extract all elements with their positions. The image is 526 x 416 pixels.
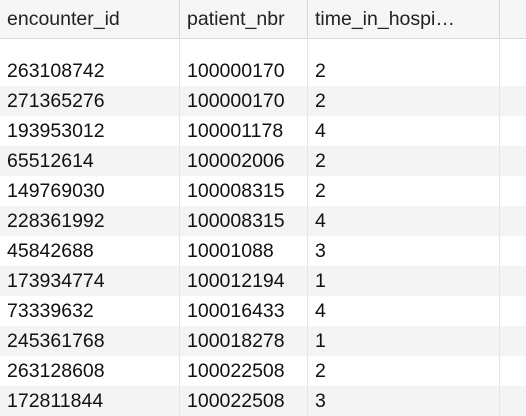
cell-time-in-hospital[interactable]: 2 [308, 56, 500, 86]
cell-empty [500, 356, 526, 386]
cell-patient-nbr[interactable]: 100018278 [180, 326, 308, 356]
cell-time-in-hospital[interactable]: 4 [308, 296, 500, 326]
cell-time-in-hospital[interactable]: 1 [308, 266, 500, 296]
cell-encounter-id[interactable]: 228361992 [0, 206, 180, 236]
cell-time-in-hospital[interactable]: 2 [308, 176, 500, 206]
column-header-time-in-hospital[interactable]: time_in_hospi… [308, 0, 500, 38]
cell-empty [500, 146, 526, 176]
cell-patient-nbr[interactable]: 10001088 [180, 236, 308, 266]
column-header-empty [500, 0, 526, 38]
column-header-row: encounter_id patient_nbr time_in_hospi… [0, 0, 526, 39]
table-row[interactable]: 271365276 100000170 2 [0, 86, 526, 116]
table-row[interactable]: 149769030 100008315 2 [0, 176, 526, 206]
cell-encounter-id[interactable]: 193953012 [0, 116, 180, 146]
cell-time-in-hospital[interactable]: 3 [308, 386, 500, 416]
cell-patient-nbr[interactable]: 100001178 [180, 116, 308, 146]
cell-time-in-hospital[interactable]: 1 [308, 326, 500, 356]
cell-empty [500, 296, 526, 326]
header-gap [0, 39, 526, 56]
cell-patient-nbr[interactable]: 100016433 [180, 296, 308, 326]
cell-time-in-hospital[interactable]: 2 [308, 146, 500, 176]
table-row[interactable]: 73339632 100016433 4 [0, 296, 526, 326]
cell-encounter-id[interactable]: 172811844 [0, 386, 180, 416]
column-header-encounter-id[interactable]: encounter_id [0, 0, 180, 38]
cell-encounter-id[interactable]: 271365276 [0, 86, 180, 116]
cell-patient-nbr[interactable]: 100008315 [180, 206, 308, 236]
cell-time-in-hospital[interactable]: 4 [308, 116, 500, 146]
cell-empty [500, 176, 526, 206]
cell-empty [500, 56, 526, 86]
cell-empty [500, 236, 526, 266]
table-body: 263108742 100000170 2 271365276 10000017… [0, 56, 526, 416]
cell-patient-nbr[interactable]: 100000170 [180, 56, 308, 86]
cell-time-in-hospital[interactable]: 3 [308, 236, 500, 266]
cell-encounter-id[interactable]: 245361768 [0, 326, 180, 356]
table-row[interactable]: 228361992 100008315 4 [0, 206, 526, 236]
table-row[interactable]: 263108742 100000170 2 [0, 56, 526, 86]
table-row[interactable]: 172811844 100022508 3 [0, 386, 526, 416]
table-row[interactable]: 263128608 100022508 2 [0, 356, 526, 386]
cell-encounter-id[interactable]: 263108742 [0, 56, 180, 86]
cell-empty [500, 116, 526, 146]
cell-patient-nbr[interactable]: 100008315 [180, 176, 308, 206]
cell-patient-nbr[interactable]: 100022508 [180, 386, 308, 416]
table-row[interactable]: 193953012 100001178 4 [0, 116, 526, 146]
table-row[interactable]: 65512614 100002006 2 [0, 146, 526, 176]
cell-patient-nbr[interactable]: 100012194 [180, 266, 308, 296]
cell-patient-nbr[interactable]: 100000170 [180, 86, 308, 116]
cell-empty [500, 86, 526, 116]
cell-empty [500, 266, 526, 296]
cell-encounter-id[interactable]: 149769030 [0, 176, 180, 206]
cell-empty [500, 386, 526, 416]
cell-empty [500, 206, 526, 236]
cell-patient-nbr[interactable]: 100002006 [180, 146, 308, 176]
cell-encounter-id[interactable]: 73339632 [0, 296, 180, 326]
cell-empty [500, 326, 526, 356]
column-header-patient-nbr[interactable]: patient_nbr [180, 0, 308, 38]
cell-time-in-hospital[interactable]: 2 [308, 356, 500, 386]
cell-encounter-id[interactable]: 45842688 [0, 236, 180, 266]
table-row[interactable]: 45842688 10001088 3 [0, 236, 526, 266]
cell-encounter-id[interactable]: 263128608 [0, 356, 180, 386]
cell-time-in-hospital[interactable]: 2 [308, 86, 500, 116]
cell-time-in-hospital[interactable]: 4 [308, 206, 500, 236]
cell-encounter-id[interactable]: 65512614 [0, 146, 180, 176]
table-row[interactable]: 173934774 100012194 1 [0, 266, 526, 296]
cell-patient-nbr[interactable]: 100022508 [180, 356, 308, 386]
cell-encounter-id[interactable]: 173934774 [0, 266, 180, 296]
table-row[interactable]: 245361768 100018278 1 [0, 326, 526, 356]
